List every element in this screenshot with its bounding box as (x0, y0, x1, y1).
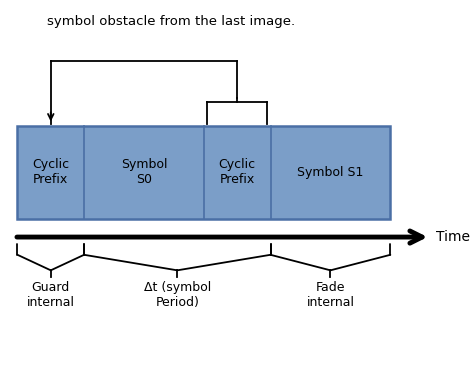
Text: Time: Time (436, 230, 470, 244)
Text: Symbol
S0: Symbol S0 (121, 158, 167, 186)
Text: symbol obstacle from the last image.: symbol obstacle from the last image. (47, 15, 296, 28)
Text: Guard
internal: Guard internal (27, 281, 75, 310)
Text: Δt (symbol
Period): Δt (symbol Period) (144, 281, 211, 310)
Text: Cyclic
Prefix: Cyclic Prefix (219, 158, 256, 186)
Text: Cyclic
Prefix: Cyclic Prefix (32, 158, 69, 186)
Bar (18, 126, 391, 218)
Text: Symbol S1: Symbol S1 (297, 166, 364, 179)
Text: Fade
internal: Fade internal (306, 281, 355, 310)
